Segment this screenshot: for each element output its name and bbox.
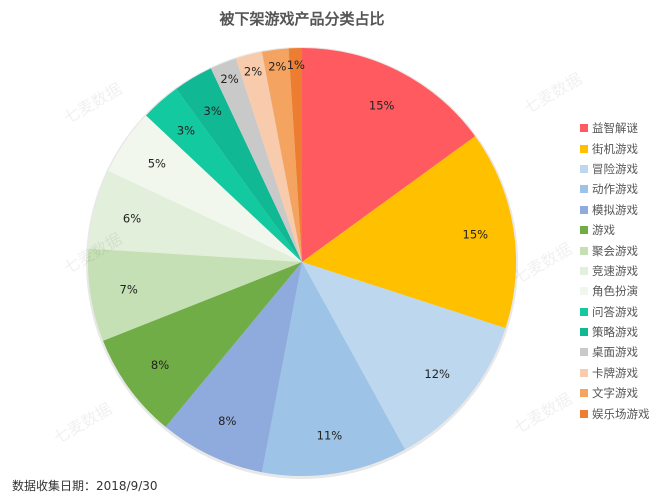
slice-label: 11%	[317, 428, 343, 442]
legend-label: 娱乐场游戏	[592, 406, 650, 421]
legend-label: 聚会游戏	[592, 243, 638, 258]
legend-label: 街机游戏	[592, 141, 638, 156]
legend-label: 游戏	[592, 223, 615, 238]
legend-label: 竞速游戏	[592, 263, 638, 278]
legend-item[interactable]: 竞速游戏	[580, 261, 650, 281]
slice-label: 6%	[123, 211, 141, 225]
legend-label: 文字游戏	[592, 386, 638, 401]
slice-label: 2%	[244, 64, 262, 78]
legend-item[interactable]: 文字游戏	[580, 383, 650, 403]
pie-slice[interactable]	[88, 248, 303, 341]
legend-item[interactable]: 策略游戏	[580, 322, 650, 342]
legend-swatch-icon	[580, 124, 588, 133]
pie-slice[interactable]	[288, 48, 302, 262]
pie-slice[interactable]	[235, 51, 302, 262]
slice-label: 15%	[369, 99, 395, 113]
slice-label: 15%	[463, 228, 489, 242]
legend-swatch-icon	[580, 226, 588, 235]
chart-title: 被下架游戏产品分类占比	[219, 10, 385, 28]
data-collection-date: 数据收集日期：2018/9/30	[12, 479, 158, 493]
legend-item[interactable]: 模拟游戏	[580, 200, 650, 220]
legend-label: 策略游戏	[592, 325, 638, 340]
slice-label: 7%	[120, 282, 138, 296]
pie-slice[interactable]	[302, 136, 517, 329]
legend-swatch-icon	[580, 307, 588, 316]
legend-item[interactable]: 娱乐场游戏	[580, 403, 650, 423]
legend-item[interactable]: 街机游戏	[580, 138, 650, 158]
legend-swatch-icon	[580, 409, 588, 418]
legend-swatch-icon	[580, 287, 588, 296]
legend-item[interactable]: 聚会游戏	[580, 240, 650, 260]
pie-slice[interactable]	[302, 48, 476, 262]
pie-slice[interactable]	[88, 170, 303, 262]
slice-label: 8%	[218, 414, 236, 428]
slice-label: 8%	[151, 358, 169, 372]
pie-slice[interactable]	[165, 262, 302, 473]
slice-label: 2%	[268, 60, 286, 74]
slice-label: 3%	[204, 104, 222, 118]
legend-item[interactable]: 角色扮演	[580, 281, 650, 301]
legend-item[interactable]: 冒险游戏	[580, 159, 650, 179]
pie-slice[interactable]	[261, 262, 406, 477]
slice-label: 12%	[424, 367, 450, 381]
legend-label: 模拟游戏	[592, 202, 638, 217]
legend-swatch-icon	[580, 185, 588, 194]
legend-swatch-icon	[580, 328, 588, 337]
legend-item[interactable]: 桌面游戏	[580, 342, 650, 362]
legend: 益智解谜街机游戏冒险游戏动作游戏模拟游戏游戏聚会游戏竞速游戏角色扮演问答游戏策略…	[580, 118, 650, 424]
pie-slice[interactable]	[103, 262, 302, 427]
legend-item[interactable]: 游戏	[580, 220, 650, 240]
pie-slice[interactable]	[108, 115, 303, 262]
legend-swatch-icon	[580, 205, 588, 214]
legend-label: 冒险游戏	[592, 161, 638, 176]
slice-label: 3%	[177, 123, 195, 137]
pie-slice[interactable]	[302, 262, 506, 450]
legend-item[interactable]: 问答游戏	[580, 302, 650, 322]
legend-swatch-icon	[580, 368, 588, 377]
legend-swatch-icon	[580, 348, 588, 357]
pie-slice[interactable]	[176, 68, 302, 263]
pie-slice[interactable]	[210, 58, 302, 262]
legend-label: 益智解谜	[592, 121, 638, 136]
legend-swatch-icon	[580, 246, 588, 255]
legend-swatch-icon	[580, 164, 588, 173]
slice-label: 2%	[220, 72, 238, 86]
legend-label: 桌面游戏	[592, 345, 638, 360]
legend-swatch-icon	[580, 389, 588, 398]
legend-label: 角色扮演	[592, 284, 638, 299]
legend-item[interactable]: 卡牌游戏	[580, 363, 650, 383]
legend-swatch-icon	[580, 144, 588, 153]
slice-label: 5%	[148, 156, 166, 170]
slice-label: 1%	[287, 58, 305, 72]
legend-item[interactable]: 益智解谜	[580, 118, 650, 138]
legend-label: 卡牌游戏	[592, 365, 638, 380]
legend-swatch-icon	[580, 266, 588, 275]
pie-slice[interactable]	[146, 88, 302, 262]
legend-label: 动作游戏	[592, 182, 638, 197]
legend-item[interactable]: 动作游戏	[580, 179, 650, 199]
pie-slice[interactable]	[261, 48, 302, 263]
legend-label: 问答游戏	[592, 304, 638, 319]
